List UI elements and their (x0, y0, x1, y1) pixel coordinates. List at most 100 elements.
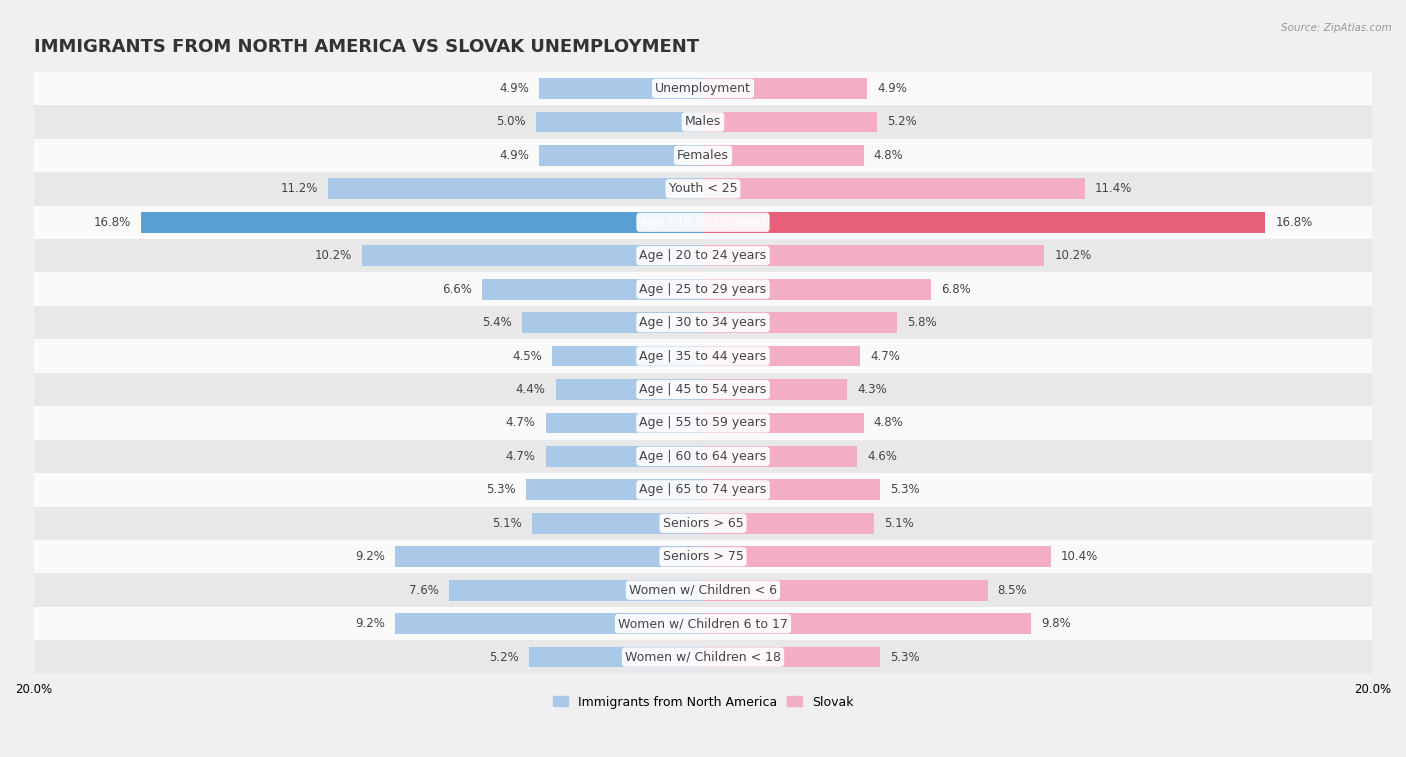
Bar (546, 446, 703, 467)
Bar (34, 72, 1372, 105)
Text: Women w/ Children < 6: Women w/ Children < 6 (628, 584, 778, 597)
Bar (536, 111, 703, 132)
Bar (703, 245, 1045, 266)
Text: Age | 16 to 19 years: Age | 16 to 19 years (640, 216, 766, 229)
Text: 4.6%: 4.6% (868, 450, 897, 463)
Text: 6.8%: 6.8% (941, 282, 970, 296)
Bar (533, 513, 703, 534)
Bar (703, 613, 1031, 634)
Text: 4.8%: 4.8% (873, 416, 904, 429)
Bar (553, 346, 703, 366)
Bar (34, 139, 1372, 172)
Bar (34, 540, 1372, 574)
Bar (522, 312, 703, 333)
Text: Age | 55 to 59 years: Age | 55 to 59 years (640, 416, 766, 429)
Bar (703, 479, 880, 500)
Bar (703, 413, 863, 433)
Text: 5.8%: 5.8% (907, 316, 936, 329)
Text: Seniors > 65: Seniors > 65 (662, 517, 744, 530)
Text: Age | 20 to 24 years: Age | 20 to 24 years (640, 249, 766, 262)
Text: 10.4%: 10.4% (1062, 550, 1098, 563)
Bar (34, 440, 1372, 473)
Text: Age | 35 to 44 years: Age | 35 to 44 years (640, 350, 766, 363)
Bar (526, 479, 703, 500)
Text: Age | 45 to 54 years: Age | 45 to 54 years (640, 383, 766, 396)
Text: IMMIGRANTS FROM NORTH AMERICA VS SLOVAK UNEMPLOYMENT: IMMIGRANTS FROM NORTH AMERICA VS SLOVAK … (34, 38, 699, 56)
Text: 5.3%: 5.3% (890, 484, 920, 497)
Bar (703, 312, 897, 333)
Text: Age | 60 to 64 years: Age | 60 to 64 years (640, 450, 766, 463)
Bar (703, 78, 868, 99)
Bar (546, 413, 703, 433)
Text: Source: ZipAtlas.com: Source: ZipAtlas.com (1281, 23, 1392, 33)
Bar (34, 306, 1372, 339)
Text: Youth < 25: Youth < 25 (669, 182, 737, 195)
Text: 9.8%: 9.8% (1040, 617, 1071, 630)
Text: 11.2%: 11.2% (281, 182, 318, 195)
Text: 4.8%: 4.8% (873, 149, 904, 162)
Bar (703, 346, 860, 366)
Text: 9.2%: 9.2% (356, 617, 385, 630)
Bar (34, 239, 1372, 273)
Text: 5.4%: 5.4% (482, 316, 512, 329)
Text: Women w/ Children < 18: Women w/ Children < 18 (626, 650, 780, 664)
Bar (703, 111, 877, 132)
Text: 5.1%: 5.1% (884, 517, 914, 530)
Text: Women w/ Children 6 to 17: Women w/ Children 6 to 17 (619, 617, 787, 630)
Legend: Immigrants from North America, Slovak: Immigrants from North America, Slovak (547, 690, 859, 714)
Bar (703, 212, 1265, 232)
Text: 16.8%: 16.8% (1275, 216, 1313, 229)
Bar (34, 473, 1372, 506)
Text: 5.1%: 5.1% (492, 517, 522, 530)
Bar (703, 580, 987, 600)
Bar (34, 372, 1372, 407)
Text: 5.0%: 5.0% (496, 115, 526, 129)
Bar (703, 547, 1052, 567)
Bar (34, 607, 1372, 640)
Text: 4.7%: 4.7% (870, 350, 900, 363)
Text: Males: Males (685, 115, 721, 129)
Bar (328, 179, 703, 199)
Bar (34, 640, 1372, 674)
Bar (703, 446, 858, 467)
Bar (34, 172, 1372, 205)
Bar (529, 646, 703, 668)
Bar (34, 574, 1372, 607)
Text: 4.9%: 4.9% (499, 82, 529, 95)
Text: Unemployment: Unemployment (655, 82, 751, 95)
Text: 5.3%: 5.3% (486, 484, 516, 497)
Text: 16.8%: 16.8% (93, 216, 131, 229)
Bar (34, 205, 1372, 239)
Bar (34, 506, 1372, 540)
Text: 4.5%: 4.5% (513, 350, 543, 363)
Text: 4.4%: 4.4% (516, 383, 546, 396)
Bar (703, 513, 873, 534)
Text: 4.9%: 4.9% (877, 82, 907, 95)
Text: 4.9%: 4.9% (499, 149, 529, 162)
Text: Age | 30 to 34 years: Age | 30 to 34 years (640, 316, 766, 329)
Bar (703, 646, 880, 668)
Bar (34, 407, 1372, 440)
Bar (538, 78, 703, 99)
Bar (141, 212, 703, 232)
Text: 6.6%: 6.6% (441, 282, 472, 296)
Text: 5.2%: 5.2% (887, 115, 917, 129)
Text: 9.2%: 9.2% (356, 550, 385, 563)
Bar (34, 339, 1372, 372)
Text: 10.2%: 10.2% (1054, 249, 1091, 262)
Text: 5.2%: 5.2% (489, 650, 519, 664)
Text: 7.6%: 7.6% (409, 584, 439, 597)
Text: Females: Females (678, 149, 728, 162)
Text: 4.3%: 4.3% (858, 383, 887, 396)
Text: Age | 25 to 29 years: Age | 25 to 29 years (640, 282, 766, 296)
Text: 4.7%: 4.7% (506, 450, 536, 463)
Bar (538, 145, 703, 166)
Text: 11.4%: 11.4% (1095, 182, 1132, 195)
Bar (449, 580, 703, 600)
Bar (703, 279, 931, 300)
Bar (703, 179, 1084, 199)
Text: 10.2%: 10.2% (315, 249, 352, 262)
Bar (703, 145, 863, 166)
Bar (395, 613, 703, 634)
Bar (361, 245, 703, 266)
